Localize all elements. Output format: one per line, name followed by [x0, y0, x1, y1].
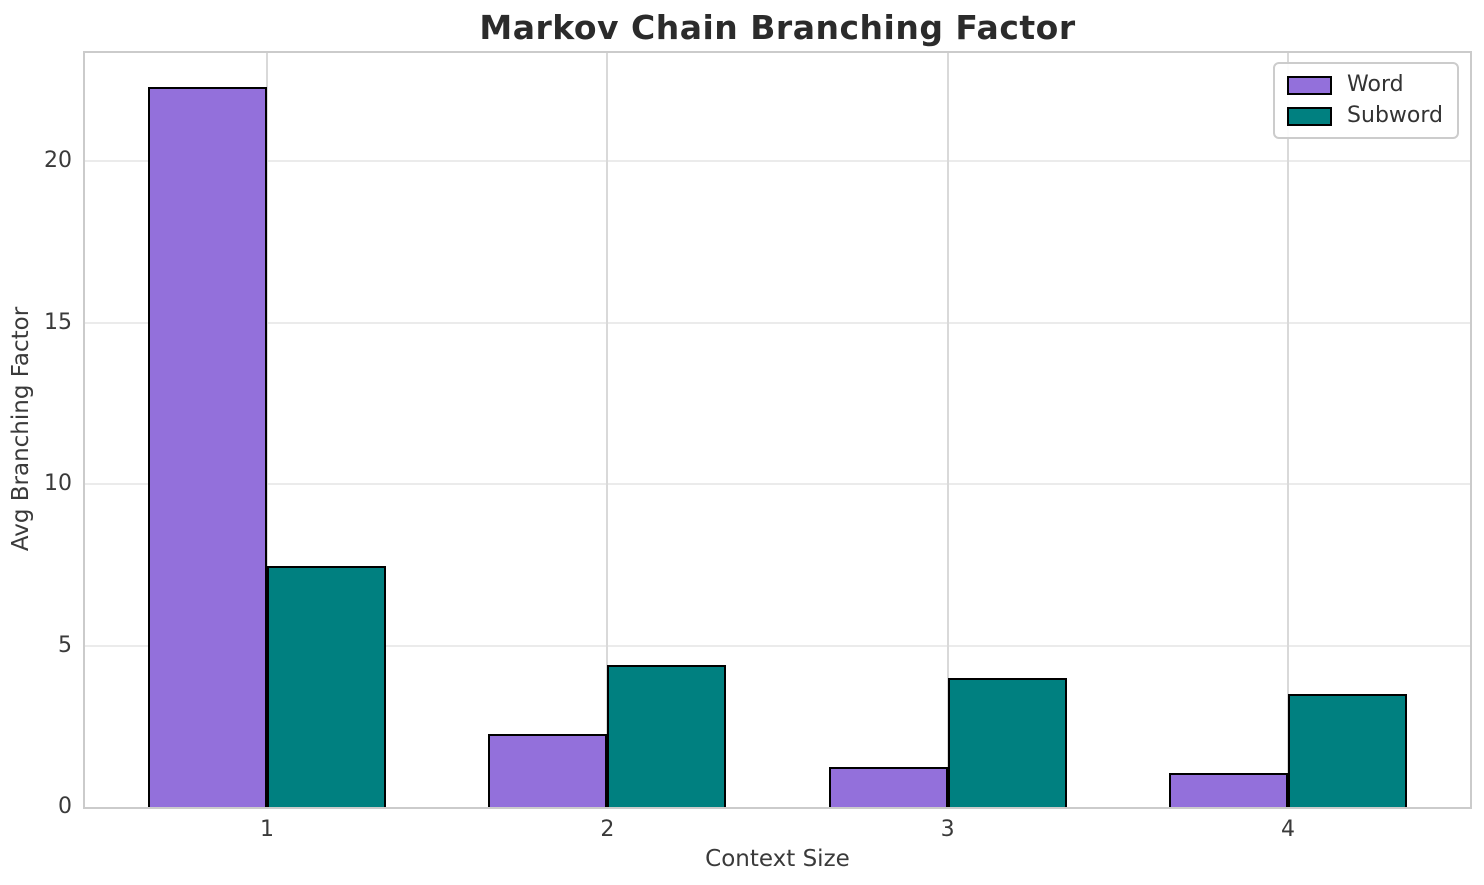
x-tick-label-4: 4 — [1280, 817, 1295, 842]
x-tick-label-3: 3 — [940, 817, 955, 842]
bar-subword-x4 — [1287, 693, 1408, 807]
legend-label-subword: Subword — [1347, 103, 1443, 128]
bar-word-x3 — [828, 766, 948, 807]
legend: Word Subword — [1273, 62, 1459, 139]
gridline-x-3 — [946, 53, 949, 807]
bar-word-x2 — [488, 734, 608, 807]
bar-subword-x2 — [607, 664, 727, 807]
gridline-y-5 — [85, 644, 1470, 647]
bar-subword-x1 — [267, 566, 387, 807]
gridline-x-1 — [266, 53, 269, 807]
gridline-y-15 — [85, 321, 1470, 324]
bar-word-x1 — [147, 86, 268, 807]
legend-item-subword: Subword — [1287, 105, 1443, 127]
gridline-y-10 — [85, 483, 1470, 486]
y-tick-label-10: 10 — [44, 471, 72, 497]
gridline-y-20 — [85, 160, 1470, 163]
y-tick-label-20: 20 — [44, 148, 72, 174]
y-axis-label: Avg Branching Factor — [8, 306, 34, 552]
bar-subword-x3 — [947, 677, 1067, 807]
y-tick-label-15: 15 — [44, 309, 72, 335]
legend-swatch-word — [1287, 75, 1333, 95]
gridline-x-2 — [606, 53, 609, 807]
legend-swatch-subword — [1287, 106, 1333, 126]
x-axis-label: Context Size — [705, 846, 850, 872]
x-tick-label-1: 1 — [260, 817, 275, 842]
chart-title: Markov Chain Branching Factor — [479, 8, 1076, 47]
legend-label-word: Word — [1347, 72, 1404, 97]
x-tick-label-2: 2 — [600, 817, 615, 842]
plot-area: Word Subword — [83, 51, 1472, 809]
y-tick-label-0: 0 — [58, 794, 72, 819]
y-tick-label-5: 5 — [58, 632, 72, 658]
gridline-x-4 — [1286, 53, 1289, 807]
bar-word-x4 — [1168, 773, 1288, 807]
legend-item-word: Word — [1287, 74, 1443, 96]
